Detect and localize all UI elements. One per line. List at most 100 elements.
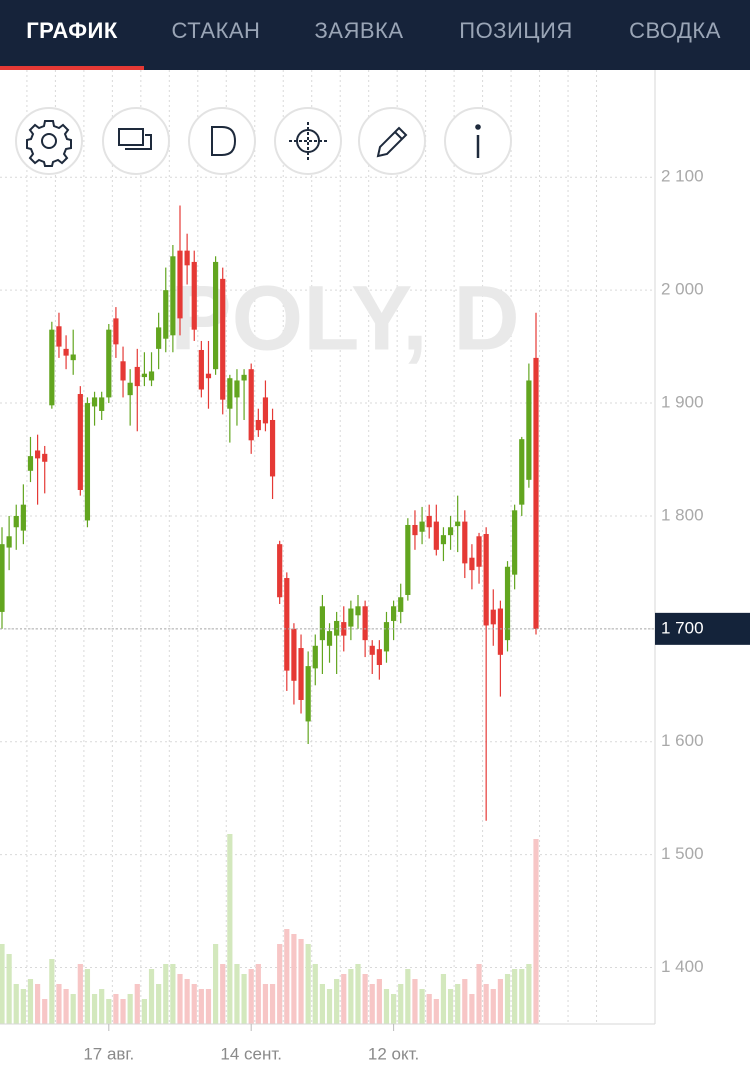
candle-body <box>462 521 468 564</box>
volume-bar <box>469 994 475 1024</box>
volume-bar <box>163 964 169 1024</box>
y-tick-label: 1 900 <box>661 393 704 412</box>
volume-bar <box>63 989 69 1024</box>
candles <box>0 205 539 821</box>
y-tick-label: 2 100 <box>661 167 704 186</box>
candle-body <box>504 566 511 641</box>
volume-bar <box>405 969 411 1024</box>
candle-body <box>298 648 304 700</box>
volume-bar <box>326 989 333 1024</box>
candle-body <box>405 524 411 595</box>
volume-bar <box>269 984 276 1024</box>
volume-bar <box>35 984 41 1024</box>
tabs: ГРАФИК СТАКАН ЗАЯВКА ПОЗИЦИЯ СВОДКА <box>0 18 721 70</box>
candle-body <box>291 628 297 681</box>
info-button[interactable] <box>444 107 512 175</box>
candle-body <box>533 357 539 629</box>
volume-bar <box>27 979 34 1024</box>
candle-body <box>191 261 197 330</box>
volume-bar <box>241 974 247 1024</box>
volume-bar <box>504 974 511 1024</box>
candle-body <box>127 382 133 396</box>
volume-bar <box>412 979 418 1024</box>
candle-body <box>383 622 390 652</box>
candle-body <box>512 510 518 575</box>
volume-bar <box>20 989 26 1024</box>
volume-bar <box>49 959 55 1024</box>
watermark: POLY, D <box>170 267 519 369</box>
x-tick-label: 12 окт. <box>368 1044 419 1063</box>
volume-bar <box>0 944 5 1024</box>
candle-body <box>113 318 119 345</box>
candle-body <box>35 450 41 459</box>
toolbar <box>15 107 512 175</box>
volume-bar <box>419 989 425 1024</box>
tab-label[interactable]: ЗАЯВКА <box>314 18 403 43</box>
volume-bar <box>462 979 468 1024</box>
volume-bar <box>298 939 304 1024</box>
candle-body <box>241 374 247 381</box>
volume-bar <box>312 964 318 1024</box>
volume-bar <box>305 944 311 1024</box>
volume-bar <box>319 984 325 1024</box>
volume-bar <box>369 984 375 1024</box>
candle-body <box>198 349 204 390</box>
volume-bar <box>277 944 283 1024</box>
volume-bar <box>198 989 204 1024</box>
volume-bar <box>376 979 382 1024</box>
volume-bar <box>433 999 439 1024</box>
candle-body <box>426 515 432 528</box>
candle-body <box>213 261 219 370</box>
volume-bar <box>227 834 233 1024</box>
volume-bar <box>398 984 404 1024</box>
volume-bar <box>213 944 219 1024</box>
volume-bar <box>348 969 354 1024</box>
draw-button[interactable] <box>358 107 426 175</box>
active-tab-indicator <box>0 66 144 70</box>
candle-body <box>13 515 19 528</box>
tab-bar <box>0 0 750 70</box>
candle-body <box>227 378 233 409</box>
candle-body <box>497 608 503 655</box>
candle-body <box>469 557 475 571</box>
candle-body <box>476 536 482 567</box>
candle-body <box>262 397 269 424</box>
volume-bar <box>13 984 19 1024</box>
candle-body <box>412 524 418 536</box>
candle-body <box>156 327 162 349</box>
candle-body <box>355 606 361 616</box>
volume-bar <box>533 839 539 1024</box>
candle-body <box>170 256 176 336</box>
y-tick-label: 2 000 <box>661 280 704 299</box>
candle-body <box>305 666 311 722</box>
settings-button[interactable] <box>15 107 83 175</box>
candle-body <box>376 649 382 665</box>
candle-body <box>0 544 5 612</box>
volume-bar <box>284 929 290 1024</box>
candle-body <box>483 534 489 626</box>
candle-body <box>120 361 126 381</box>
crosshair-button[interactable] <box>274 107 342 175</box>
axes: 1 400 1 500 1 600 1 700 1 800 1 900 2 000 2 100… <box>0 167 750 1063</box>
candle-body <box>255 419 261 431</box>
volume-bar <box>383 989 390 1024</box>
candle-body <box>49 329 55 406</box>
indicator-button[interactable] <box>188 107 256 175</box>
volume-bar <box>191 984 197 1024</box>
candle-body <box>248 369 254 441</box>
candle-body <box>20 504 26 531</box>
volume-bar <box>262 984 269 1024</box>
volume-bar <box>440 974 447 1024</box>
candle-body <box>519 439 525 505</box>
volume-bar <box>391 994 397 1024</box>
tab-label[interactable]: ПОЗИЦИЯ <box>459 18 573 43</box>
layers-button[interactable] <box>102 107 170 175</box>
candle-body <box>455 521 461 527</box>
tab-label[interactable]: ГРАФИК <box>26 18 118 43</box>
tab-label[interactable]: СТАКАН <box>172 18 261 43</box>
candle-body <box>84 403 91 521</box>
tab-label[interactable]: СВОДКА <box>629 18 721 43</box>
y-tick-label: 1 600 <box>661 731 704 750</box>
y-tick-label: 1 500 <box>661 844 704 863</box>
candle-body <box>234 380 240 398</box>
